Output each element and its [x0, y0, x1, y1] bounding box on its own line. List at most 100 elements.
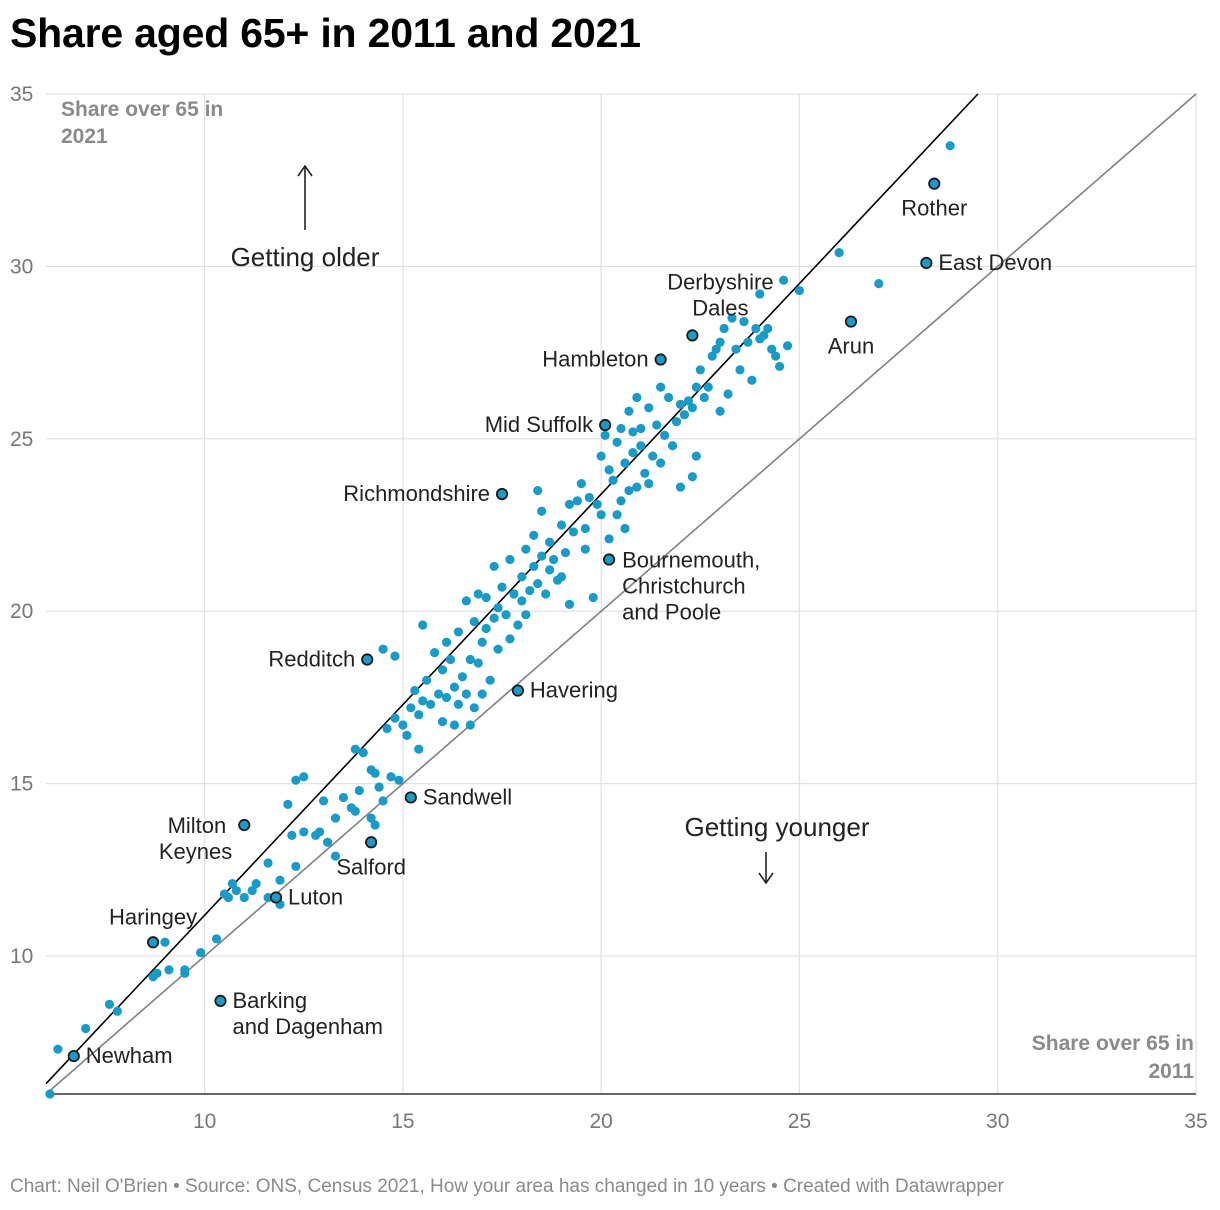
data-point [378, 796, 388, 806]
data-point [588, 592, 598, 603]
data-point [656, 382, 666, 392]
gridlines [46, 93, 1197, 1095]
labeled-point [844, 315, 858, 328]
labeled-point [214, 994, 227, 1007]
data-point [481, 623, 491, 634]
data-point [660, 430, 670, 440]
data-point [576, 479, 586, 489]
data-point [465, 654, 475, 665]
point-label: Mid Suffolk [485, 412, 594, 437]
data-point [374, 782, 384, 792]
data-point [437, 716, 448, 727]
data-point [485, 675, 495, 685]
data-point [370, 820, 380, 830]
data-point [755, 289, 765, 299]
data-point [691, 451, 701, 461]
data-point [473, 589, 483, 599]
labeled-point [920, 256, 933, 270]
data-point [628, 427, 638, 437]
y-tick-label: 25 [10, 428, 33, 451]
data-point [437, 665, 448, 675]
point-label: Redditch [268, 647, 355, 672]
data-point [584, 492, 594, 503]
y-tick-label: 10 [10, 945, 33, 968]
data-point [572, 496, 582, 506]
data-point [560, 548, 571, 558]
arrow-down-icon [758, 852, 774, 885]
data-point [715, 406, 725, 416]
data-point [382, 723, 392, 734]
data-point [386, 772, 396, 782]
data-point [945, 141, 955, 151]
data-point [675, 482, 686, 492]
data-point [112, 1006, 122, 1016]
data-point [521, 544, 531, 554]
data-point [287, 830, 297, 840]
data-point [580, 544, 590, 554]
data-point [596, 510, 606, 520]
data-point [616, 496, 626, 506]
data-point [687, 403, 697, 413]
data-point [402, 730, 412, 740]
data-point [394, 775, 404, 785]
data-point [735, 365, 745, 375]
data-point [624, 406, 634, 416]
data-point [541, 589, 551, 599]
data-point [469, 703, 479, 713]
data-point [644, 403, 654, 413]
point-label: Milton Keynes [159, 813, 232, 864]
data-point [441, 692, 452, 703]
data-point [679, 410, 690, 420]
point-label: Newham [86, 1043, 173, 1068]
data-point [453, 627, 464, 637]
data-point [231, 885, 241, 896]
data-point [160, 937, 170, 947]
data-point [299, 772, 309, 782]
data-point [489, 561, 499, 572]
data-point [196, 948, 206, 958]
data-point [505, 554, 515, 565]
labeled-point [654, 353, 667, 366]
data-point [612, 437, 622, 447]
arrow-up-icon [297, 164, 313, 230]
data-point [104, 999, 115, 1009]
point-label: Sandwell [423, 784, 512, 809]
x-tick-label: 10 [193, 1110, 216, 1133]
data-point [719, 323, 729, 334]
scatter-chart: 10 15 20 25 30 35 35 30 25 20 15 10 Rother East Devo… [10, 83, 1208, 1133]
data-point [457, 672, 467, 682]
data-point [596, 451, 606, 461]
data-point [406, 703, 416, 713]
data-point [794, 285, 805, 296]
data-point [624, 485, 634, 496]
data-point [263, 858, 273, 868]
data-point [378, 644, 388, 654]
data-point [354, 785, 364, 796]
data-point [604, 534, 614, 544]
point-label: Luton [288, 884, 343, 909]
point-label: East Devon [938, 250, 1052, 275]
data-point [775, 361, 785, 372]
labeled-point [511, 684, 524, 697]
data-point [275, 875, 285, 885]
data-point [509, 589, 519, 599]
data-point [568, 527, 579, 537]
data-point [433, 689, 444, 699]
data-point [247, 885, 257, 896]
data-point [322, 837, 333, 847]
data-point [366, 813, 376, 823]
point-label: Rother [901, 196, 967, 221]
data-point [652, 420, 662, 430]
data-point [481, 592, 491, 603]
data-point [723, 389, 733, 399]
labeled-point [495, 487, 509, 501]
reference-lines [45, 93, 1197, 1095]
data-point [426, 699, 436, 709]
data-point [628, 448, 638, 458]
data-point [81, 1023, 91, 1034]
data-point [45, 1089, 55, 1099]
data-point [739, 316, 749, 327]
data-point [533, 485, 543, 496]
data-point [537, 506, 547, 516]
point-label: Hambleton [542, 347, 648, 372]
